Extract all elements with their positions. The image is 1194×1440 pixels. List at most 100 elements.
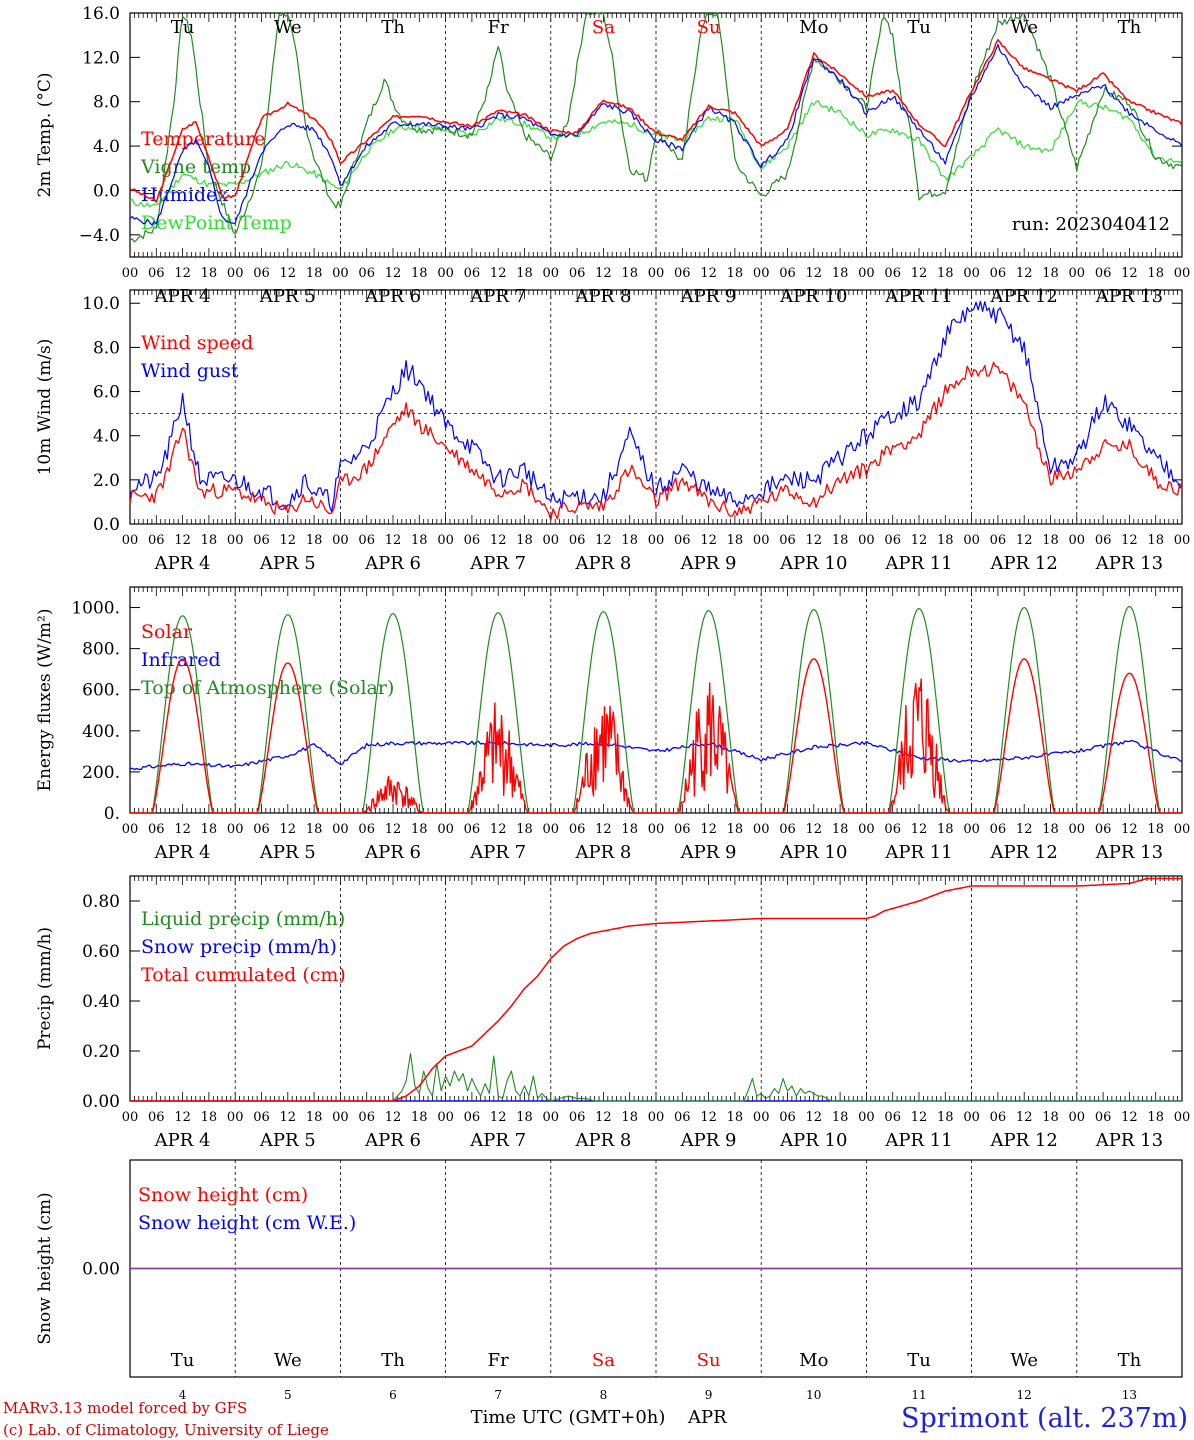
weekday-label: Th: [1118, 17, 1142, 38]
x-date-label: APR 11: [884, 286, 952, 307]
x-hour-label: 12: [490, 822, 507, 837]
weekday-label: Su: [697, 17, 721, 38]
y-tick-label: 10.0: [82, 294, 120, 314]
x-hour-label: 00: [437, 822, 454, 837]
x-date-label: APR 9: [680, 553, 737, 574]
x-hour-label: 00: [753, 266, 770, 281]
x-hour-label: 18: [621, 1110, 638, 1125]
x-hour-label: 06: [358, 1110, 375, 1125]
x-hour-label: 12: [595, 266, 612, 281]
x-hour-label: 12: [806, 1110, 823, 1125]
x-hour-label: 18: [727, 266, 744, 281]
x-hour-label: 06: [779, 266, 796, 281]
x-hour-label: 12: [1121, 266, 1138, 281]
weekday-label: Th: [381, 1350, 405, 1371]
x-hour-label: 06: [1095, 1110, 1112, 1125]
x-date-label: APR 7: [469, 553, 526, 574]
weekday-label: Fr: [488, 17, 509, 38]
weekday-label: We: [274, 17, 302, 38]
x-hour-label: 06: [569, 266, 586, 281]
x-hour-label: 12: [280, 266, 297, 281]
x-date-label: APR 13: [1095, 842, 1163, 863]
x-hour-label: 06: [884, 822, 901, 837]
legend-solar: Solar: [141, 621, 193, 643]
x-hour-label: 00: [543, 822, 560, 837]
x-hour-label: 06: [464, 533, 481, 548]
x-date-label: APR 4: [154, 553, 211, 574]
x-hour-label: 18: [306, 533, 323, 548]
x-date-label: APR 8: [574, 842, 631, 863]
x-hour-label: 06: [779, 1110, 796, 1125]
x-hour-label: 18: [516, 1110, 533, 1125]
x-hour-label: 00: [227, 822, 244, 837]
x-date-label: APR 13: [1095, 286, 1163, 307]
weekday-label: Th: [1118, 1350, 1142, 1371]
y-tick-label: 1000.: [71, 599, 120, 619]
series-total-cumulated: [130, 877, 1182, 1102]
x-hour-label: 00: [1174, 1110, 1191, 1125]
x-date-label: APR 10: [779, 553, 847, 574]
x-date-label: APR 6: [364, 553, 421, 574]
x-hour-label: 18: [832, 266, 849, 281]
y-axis-label: Precip (mm/h): [35, 927, 55, 1050]
x-hour-label: 00: [543, 1110, 560, 1125]
date-label: 4: [179, 1388, 187, 1402]
legend-total-cumulated-cm-: Total cumulated (cm): [141, 964, 346, 986]
x-hour-label: 06: [253, 533, 270, 548]
y-tick-label: 0.80: [82, 892, 120, 912]
x-hour-label: 06: [569, 1110, 586, 1125]
weekday-label: Th: [381, 17, 405, 38]
x-hour-label: 00: [122, 266, 139, 281]
y-axis-label: 2m Temp. (°C): [35, 72, 55, 197]
x-hour-label: 12: [1016, 533, 1033, 548]
x-hour-label: 12: [595, 822, 612, 837]
x-hour-label: 18: [1042, 822, 1059, 837]
x-hour-label: 06: [990, 533, 1007, 548]
x-hour-label: 12: [1016, 1110, 1033, 1125]
x-hour-label: 18: [832, 1110, 849, 1125]
x-date-label: APR 5: [259, 553, 316, 574]
legend-liquid-precip-mm-h-: Liquid precip (mm/h): [141, 908, 345, 930]
station-name: Sprimont (alt. 237m): [901, 1403, 1188, 1434]
x-hour-label: 18: [201, 266, 218, 281]
x-hour-label: 18: [411, 822, 428, 837]
x-hour-label: 00: [543, 533, 560, 548]
x-hour-label: 06: [674, 822, 691, 837]
x-date-label: APR 6: [364, 842, 421, 863]
x-hour-label: 06: [148, 822, 165, 837]
x-hour-label: 00: [1069, 822, 1086, 837]
x-hour-label: 00: [753, 1110, 770, 1125]
x-hour-label: 00: [963, 266, 980, 281]
x-hour-label: 00: [858, 822, 875, 837]
x-date-label: APR 9: [680, 1130, 737, 1151]
x-hour-label: 12: [174, 1110, 191, 1125]
y-axis-label: Snow height (cm): [35, 1192, 55, 1344]
x-hour-label: 06: [569, 822, 586, 837]
x-hour-label: 18: [306, 1110, 323, 1125]
legend-snow-height-cm-w-e-: Snow height (cm W.E.): [138, 1212, 356, 1234]
x-hour-label: 00: [227, 1110, 244, 1125]
x-date-label: APR 13: [1095, 1130, 1163, 1151]
y-tick-label: 600.: [82, 681, 120, 701]
x-hour-label: 18: [727, 1110, 744, 1125]
y-axis-label: 10m Wind (m/s): [35, 339, 55, 476]
date-label: 6: [389, 1388, 397, 1402]
x-hour-label: 18: [1042, 1110, 1059, 1125]
date-label: 12: [1017, 1388, 1032, 1402]
x-hour-label: 18: [201, 533, 218, 548]
series-solar: [130, 658, 1182, 814]
x-hour-label: 18: [832, 533, 849, 548]
y-tick-label: 8.0: [93, 338, 120, 358]
x-hour-label: 00: [753, 533, 770, 548]
chart-panels: 16.0 12.0 8.0 4.0 0.0 −4.0 2m Temp. (°C) 00 06 12…: [35, 4, 1190, 1402]
x-hour-label: 00: [332, 533, 349, 548]
x-hour-label: 18: [727, 533, 744, 548]
weekday-label: Tu: [171, 1350, 195, 1371]
x-hour-label: 06: [990, 266, 1007, 281]
x-hour-label: 18: [621, 266, 638, 281]
x-hour-label: 00: [1174, 533, 1191, 548]
x-hour-label: 18: [1147, 266, 1164, 281]
x-hour-label: 06: [990, 1110, 1007, 1125]
x-hour-label: 06: [674, 1110, 691, 1125]
panel-precip: 0.80 0.60 0.40 0.20 0.00 Precip (mm/h) 00 06 12 1…: [35, 875, 1191, 1151]
